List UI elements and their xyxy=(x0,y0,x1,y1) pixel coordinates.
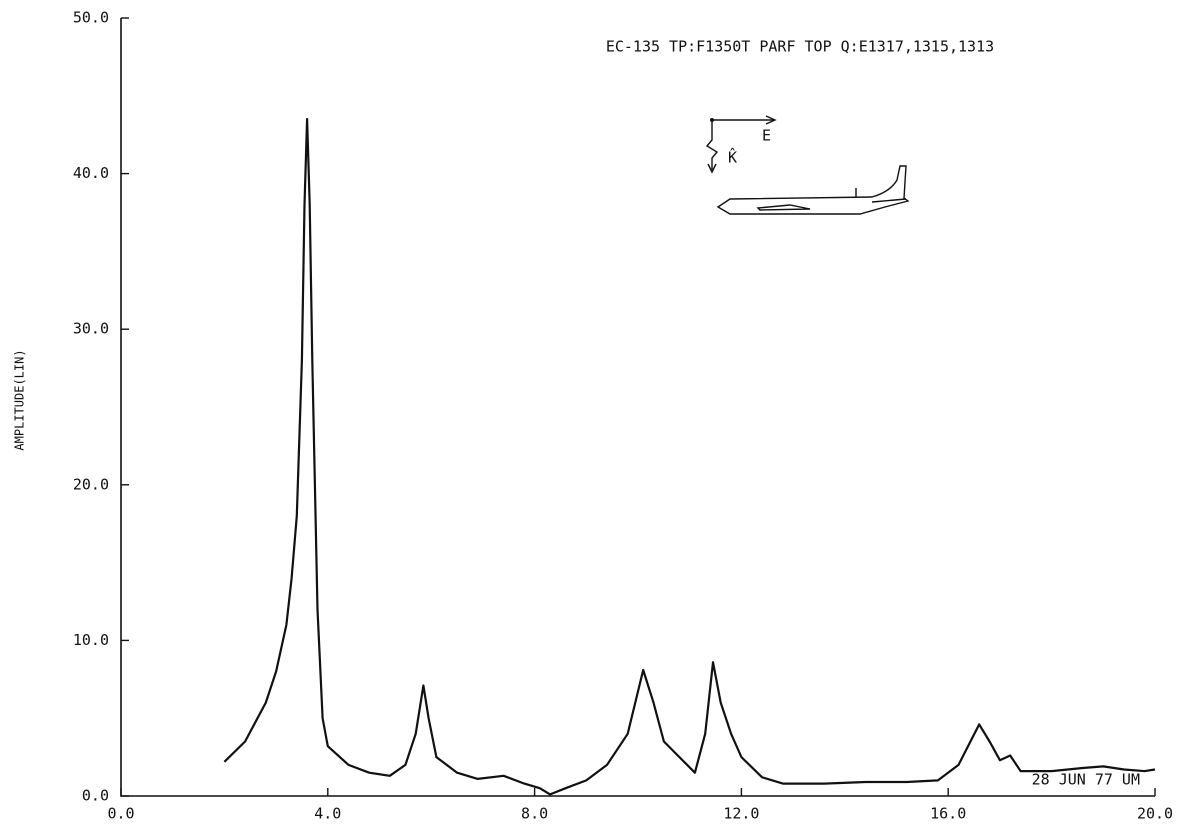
x-tick-label: 12.0 xyxy=(723,805,759,823)
y-tick-label: 0.0 xyxy=(82,787,109,805)
k-label: K̂ xyxy=(728,147,737,167)
x-tick-label: 0.0 xyxy=(107,805,134,823)
axis-frame xyxy=(120,18,1155,797)
date-annotation: 28 JUN 77 UM xyxy=(1032,771,1140,789)
y-tick-label: 40.0 xyxy=(73,164,109,182)
airplane-wing xyxy=(756,204,811,211)
x-tick-label: 20.0 xyxy=(1137,805,1173,823)
airplane-stabilizer xyxy=(871,198,907,203)
x-tick-label: 16.0 xyxy=(930,805,966,823)
k-arrow xyxy=(705,120,719,170)
y-tick-label: 30.0 xyxy=(73,320,109,338)
amplitude-line xyxy=(223,118,1156,796)
orientation-diagram: E K̂ xyxy=(705,115,910,215)
airplane xyxy=(716,165,910,215)
y-tick-label: 10.0 xyxy=(73,631,109,649)
e-arrowhead xyxy=(765,115,777,125)
y-tick-label: 50.0 xyxy=(73,9,109,27)
x-tick-label: 8.0 xyxy=(521,805,548,823)
chart-title: EC-135 TP:F1350T PARF TOP Q:E1317,1315,1… xyxy=(606,38,994,56)
k-arrowhead xyxy=(707,163,717,174)
y-tick-label: 20.0 xyxy=(73,475,109,493)
y-axis-label: AMPLITUDE(LIN) xyxy=(13,349,27,450)
e-label: E xyxy=(762,127,771,145)
x-tick-label: 4.0 xyxy=(314,805,341,823)
